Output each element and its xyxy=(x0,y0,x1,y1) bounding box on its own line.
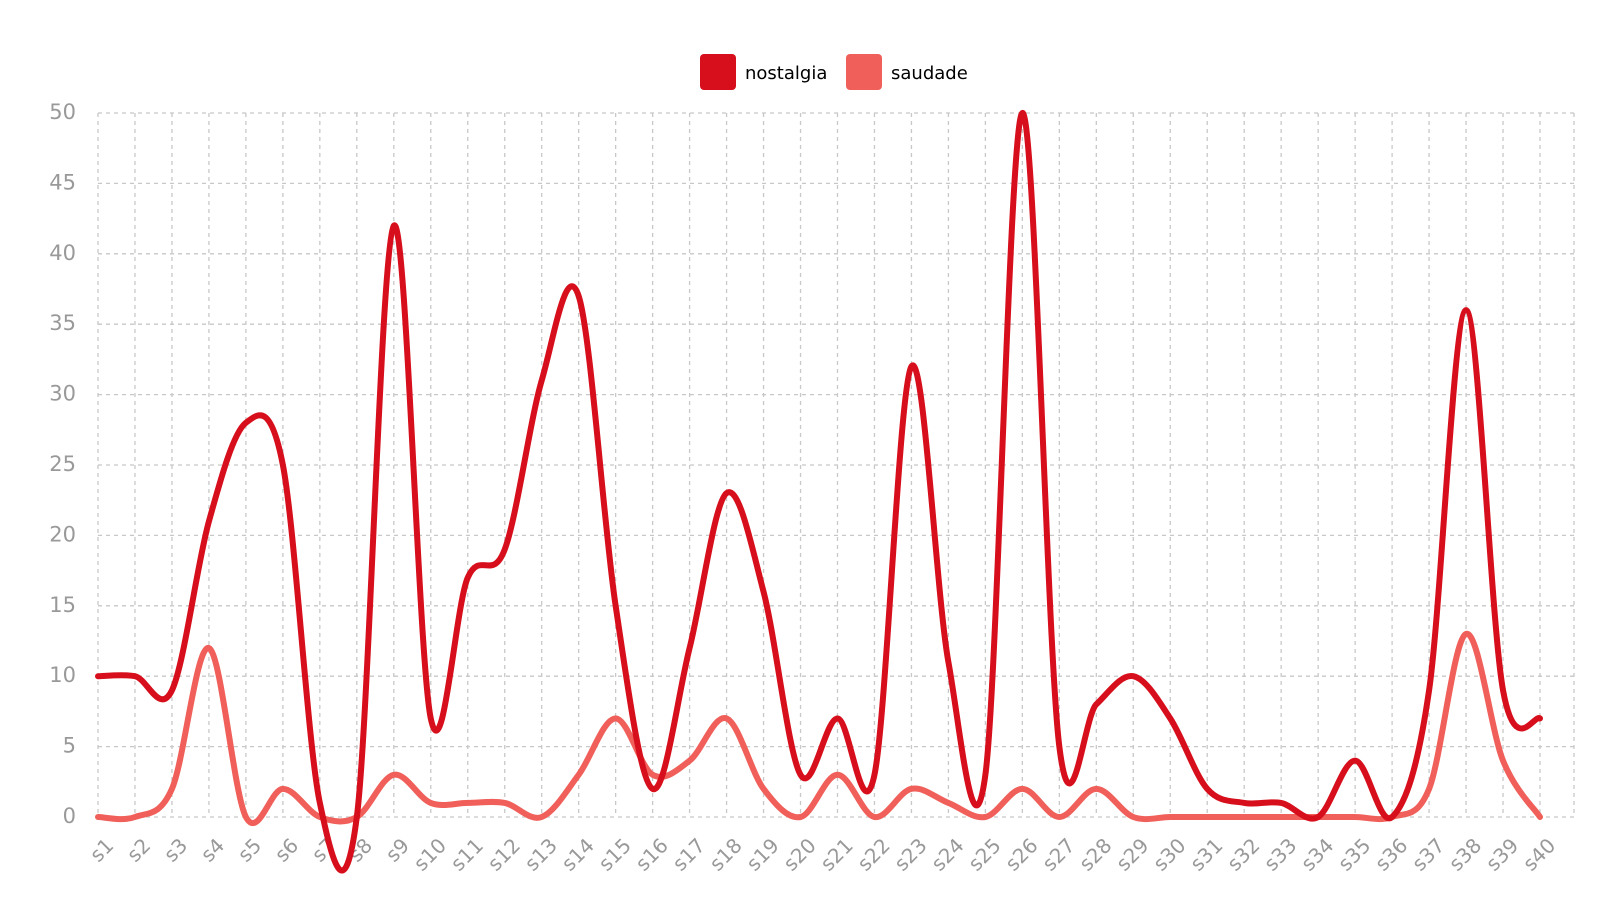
x-tick-label: s34 xyxy=(1296,833,1338,875)
x-tick-label: s32 xyxy=(1222,833,1264,875)
y-tick-label: 30 xyxy=(49,382,76,406)
x-tick-label: s37 xyxy=(1407,833,1449,875)
legend-swatch-nostalgia xyxy=(700,54,736,90)
series-lines xyxy=(95,109,1543,874)
x-tick-label: s5 xyxy=(233,833,266,866)
x-tick-label: s1 xyxy=(85,833,118,866)
x-tick-label: s20 xyxy=(778,833,820,875)
x-tick-label: s22 xyxy=(852,833,894,875)
legend-label-saudade: saudade xyxy=(891,63,968,84)
x-tick-label: s38 xyxy=(1444,833,1486,875)
y-tick-label: 10 xyxy=(49,663,76,687)
y-tick-label: 0 xyxy=(63,804,76,828)
x-tick-label: s18 xyxy=(705,833,747,875)
x-axis: s1 s2 s3 s4 s5 s6 s7 s8 s9s10s11s12s13s14s15s16s… xyxy=(85,833,1560,875)
y-axis: 0 5 10 15 20 25 30 35 40 45 50 xyxy=(49,100,76,828)
y-tick-label: 15 xyxy=(49,593,76,617)
legend-item-nostalgia[interactable]: nostalgia xyxy=(700,54,827,90)
x-tick-label: s28 xyxy=(1074,833,1116,875)
legend-label-nostalgia: nostalgia xyxy=(745,63,827,84)
y-tick-label: 5 xyxy=(63,734,76,758)
x-tick-label: s23 xyxy=(889,833,931,875)
x-tick-label: s4 xyxy=(196,833,229,866)
x-tick-label: s11 xyxy=(446,833,488,875)
legend: nostalgia saudade xyxy=(700,54,968,90)
legend-swatch-saudade xyxy=(846,54,882,90)
y-tick-label: 20 xyxy=(49,522,76,546)
x-tick-label: s24 xyxy=(926,833,968,875)
x-tick-label: s36 xyxy=(1370,833,1412,875)
y-tick-label: 35 xyxy=(49,311,76,335)
y-tick-label: 50 xyxy=(49,100,76,124)
x-tick-label: s3 xyxy=(159,833,192,866)
x-tick-label: s10 xyxy=(409,833,451,875)
series-line-saudade[interactable] xyxy=(95,630,1543,827)
x-tick-label: s40 xyxy=(1518,833,1560,875)
x-tick-label: s14 xyxy=(557,833,599,875)
x-tick-label: s30 xyxy=(1148,833,1190,875)
x-tick-label: s9 xyxy=(381,833,414,866)
x-tick-label: s16 xyxy=(631,833,673,875)
x-tick-label: s39 xyxy=(1481,833,1523,875)
x-tick-label: s15 xyxy=(594,833,636,875)
x-tick-label: s19 xyxy=(741,833,783,875)
x-tick-label: s27 xyxy=(1037,833,1079,875)
x-tick-label: s35 xyxy=(1333,833,1375,875)
x-tick-label: s17 xyxy=(668,833,710,875)
series-line-nostalgia[interactable] xyxy=(95,109,1543,874)
y-tick-label: 45 xyxy=(49,170,76,194)
x-tick-label: s26 xyxy=(1000,833,1042,875)
legend-item-saudade[interactable]: saudade xyxy=(846,54,968,90)
x-tick-label: s29 xyxy=(1111,833,1153,875)
x-tick-label: s6 xyxy=(270,833,303,866)
x-tick-label: s13 xyxy=(520,833,562,875)
x-tick-label: s12 xyxy=(483,833,525,875)
x-tick-label: s31 xyxy=(1185,833,1227,875)
x-tick-label: s2 xyxy=(122,833,155,866)
y-tick-label: 40 xyxy=(49,241,76,265)
x-tick-label: s21 xyxy=(815,833,857,875)
x-tick-label: s33 xyxy=(1259,833,1301,875)
grid xyxy=(97,112,1575,818)
x-tick-label: s25 xyxy=(963,833,1005,875)
y-tick-label: 25 xyxy=(49,452,76,476)
